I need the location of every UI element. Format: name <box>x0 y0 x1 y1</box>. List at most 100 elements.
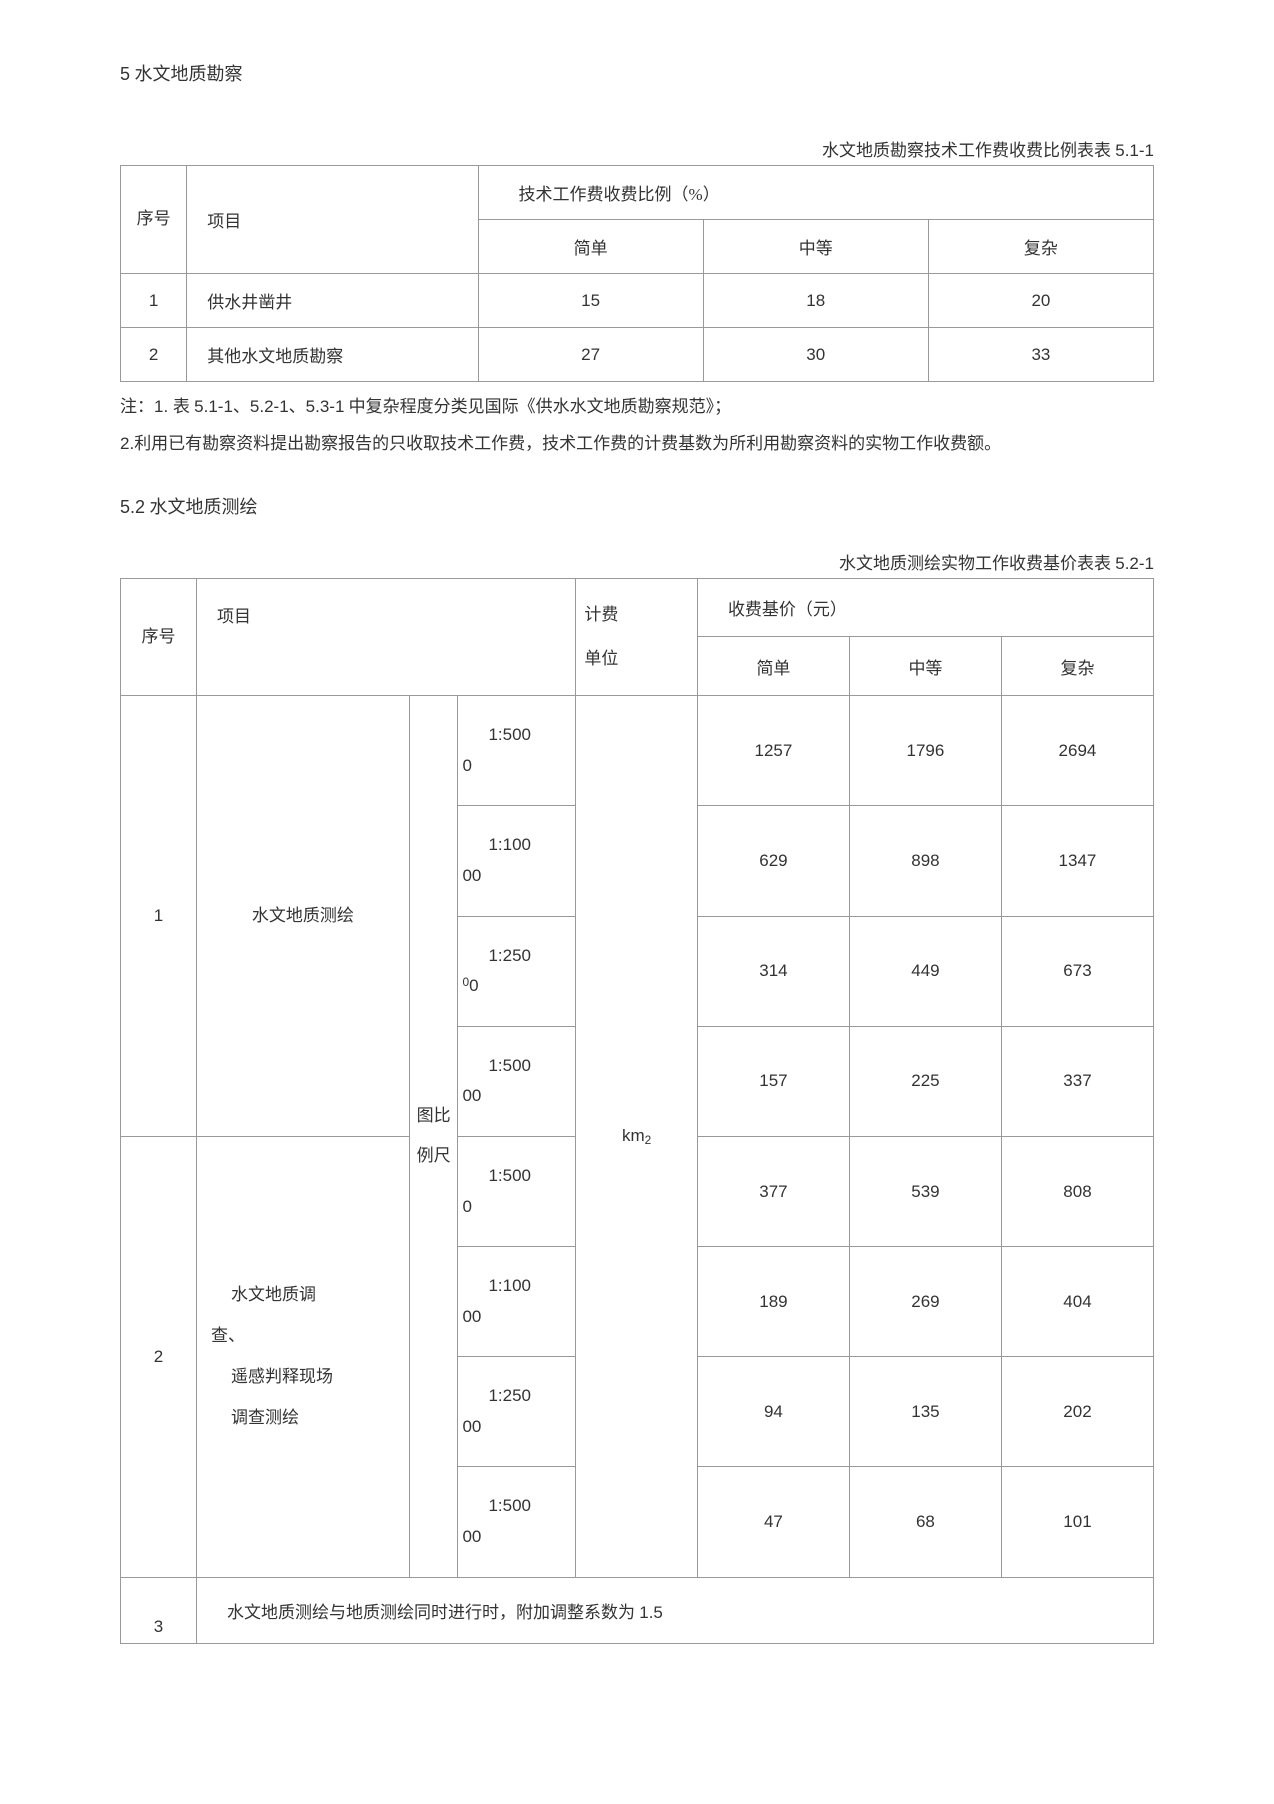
cell-value: 47 <box>697 1467 849 1577</box>
scale-b-pre: 0 <box>462 975 469 989</box>
note-text: 中复杂程度分类见国际《供水水文地质勘察规范》； <box>344 397 731 416</box>
cell-value: 2694 <box>1001 696 1153 806</box>
table-5-2-1: 序号 项目 计费 单位 收费基价（元） 简单 中等 复杂 1 水文地质测绘 图比… <box>120 578 1154 1644</box>
cell-value: 1257 <box>697 696 849 806</box>
scale-b: 00 <box>462 866 481 885</box>
scale-a: 1:100 <box>462 1276 531 1295</box>
cell-value: 1347 <box>1001 806 1153 916</box>
cell-seq: 3 <box>121 1577 197 1643</box>
subsection-number: 5.2 <box>120 497 145 517</box>
cell-value: 20 <box>928 274 1153 328</box>
cell-value: 68 <box>849 1467 1001 1577</box>
scale-a: 1:500 <box>462 1166 531 1185</box>
cell-value: 337 <box>1001 1026 1153 1136</box>
scale-a: 1:100 <box>462 835 531 854</box>
cell-unit: km2 <box>576 696 698 1578</box>
table-row: 序号 项目 技术工作费收费比例（%） <box>121 166 1154 220</box>
header-group: 技术工作费收费比例（%） <box>478 166 1153 220</box>
header-group: 收费基价（元） <box>697 578 1153 637</box>
cell-seq: 2 <box>121 1136 197 1577</box>
item2-l4: 调查测绘 <box>211 1408 299 1427</box>
scale-a: 1:250 <box>462 1386 531 1405</box>
table-row: 1 水文地质测绘 图比例尺 1:500 0 km2 1257 1796 2694 <box>121 696 1154 806</box>
header-simple: 简单 <box>697 637 849 696</box>
header-complex: 复杂 <box>1001 637 1153 696</box>
cell-value: 673 <box>1001 916 1153 1026</box>
cell-item: 供水井凿井 <box>187 274 478 328</box>
table-5-1-1: 序号 项目 技术工作费收费比例（%） 简单 中等 复杂 1 供水井凿井 15 1… <box>120 165 1154 382</box>
scale-b-post: 0 <box>469 976 478 995</box>
table1-caption-text: 水文地质勘察技术工作费收费比例表表 <box>822 141 1115 160</box>
cell-value: 404 <box>1001 1247 1153 1357</box>
header-seq: 序号 <box>121 166 187 274</box>
cell-scale: 1:500 0 <box>458 696 576 806</box>
table1-caption: 水文地质勘察技术工作费收费比例表表 5.1-1 <box>120 136 1154 161</box>
unit-km: km <box>622 1126 645 1145</box>
cell-value: 1796 <box>849 696 1001 806</box>
subsection-title: 水文地质测绘 <box>145 497 258 517</box>
note-prefix: 注： <box>120 397 154 416</box>
cell-value: 225 <box>849 1026 1001 1136</box>
table-row: 3 水文地质测绘与地质测绘同时进行时，附加调整系数为 1.5 <box>121 1577 1154 1643</box>
scale-b: 0 <box>462 1197 471 1216</box>
cell-value: 135 <box>849 1357 1001 1467</box>
table2-caption-num: 5.2-1 <box>1115 554 1154 573</box>
cell-scale: 1:100 00 <box>458 806 576 916</box>
cell-value: 33 <box>928 328 1153 382</box>
cell-item: 水文地质调 查、 遥感判释现场 调查测绘 <box>197 1136 410 1577</box>
note-ids: 5.1-1、5.2-1、5.3-1 <box>194 397 344 416</box>
scale-a: 1:500 <box>462 1056 531 1075</box>
note-text: 表 <box>173 397 194 416</box>
header-item: 项目 <box>197 578 576 695</box>
scale-b: 00 <box>462 1527 481 1546</box>
cell-value: 94 <box>697 1357 849 1467</box>
cell-value: 101 <box>1001 1467 1153 1577</box>
header-medium: 中等 <box>703 220 928 274</box>
scale-b: 0 <box>462 756 471 775</box>
row3-text-a: 水文地质测绘与地质测绘同时进行时，附加调整系数为 <box>227 1603 639 1622</box>
table2-caption: 水文地质测绘实物工作收费基价表表 5.2-1 <box>120 549 1154 574</box>
cell-value: 449 <box>849 916 1001 1026</box>
cell-scale: 1:250 00 <box>458 1357 576 1467</box>
header-unit-a: 计费 <box>584 605 618 624</box>
table-row: 序号 项目 计费 单位 收费基价（元） <box>121 578 1154 637</box>
cell-value: 314 <box>697 916 849 1026</box>
note-line-1: 注：1. 表 5.1-1、5.2-1、5.3-1 中复杂程度分类见国际《供水水文… <box>120 388 1154 425</box>
header-medium: 中等 <box>849 637 1001 696</box>
cell-value: 202 <box>1001 1357 1153 1467</box>
scale-b: 00 <box>462 1307 481 1326</box>
note-text: 利用已有勘察资料提出勘察报告的只收取技术工作费，技术工作费的计费基数为所利用勘察… <box>134 434 1001 453</box>
section-heading: 5 水文地质勘察 <box>120 60 1154 86</box>
header-complex: 复杂 <box>928 220 1153 274</box>
cell-value: 539 <box>849 1136 1001 1246</box>
header-item: 项目 <box>187 166 478 274</box>
item2-l1: 水文地质调 <box>211 1285 316 1304</box>
cell-value: 189 <box>697 1247 849 1357</box>
scale-b: 00 <box>462 1417 481 1436</box>
header-unit-b: 单位 <box>584 649 618 668</box>
cell-scale: 1:250 00 <box>458 916 576 1026</box>
scale-b: 00 <box>462 1086 481 1105</box>
unit-sub: 2 <box>645 1133 652 1147</box>
cell-value: 377 <box>697 1136 849 1246</box>
table1-caption-num: 5.1-1 <box>1115 141 1154 160</box>
scale-label: 图比例尺 <box>409 696 458 1578</box>
note-num: 2. <box>120 434 134 453</box>
header-seq: 序号 <box>121 578 197 695</box>
cell-value: 269 <box>849 1247 1001 1357</box>
scale-a: 1:500 <box>462 725 531 744</box>
cell-seq: 1 <box>121 696 197 1137</box>
cell-scale: 1:500 0 <box>458 1136 576 1246</box>
header-unit: 计费 单位 <box>576 578 698 695</box>
subsection-heading: 5.2 水文地质测绘 <box>120 493 1154 519</box>
cell-scale: 1:100 00 <box>458 1247 576 1357</box>
cell-scale: 1:500 00 <box>458 1467 576 1577</box>
table-row: 1 供水井凿井 15 18 20 <box>121 274 1154 328</box>
cell-value: 808 <box>1001 1136 1153 1246</box>
cell-item: 其他水文地质勘察 <box>187 328 478 382</box>
cell-value: 898 <box>849 806 1001 916</box>
note-num: 1. <box>154 397 173 416</box>
cell-value: 629 <box>697 806 849 916</box>
note-line-2: 2.利用已有勘察资料提出勘察报告的只收取技术工作费，技术工作费的计费基数为所利用… <box>120 425 1154 462</box>
section-number: 5 <box>120 64 130 84</box>
